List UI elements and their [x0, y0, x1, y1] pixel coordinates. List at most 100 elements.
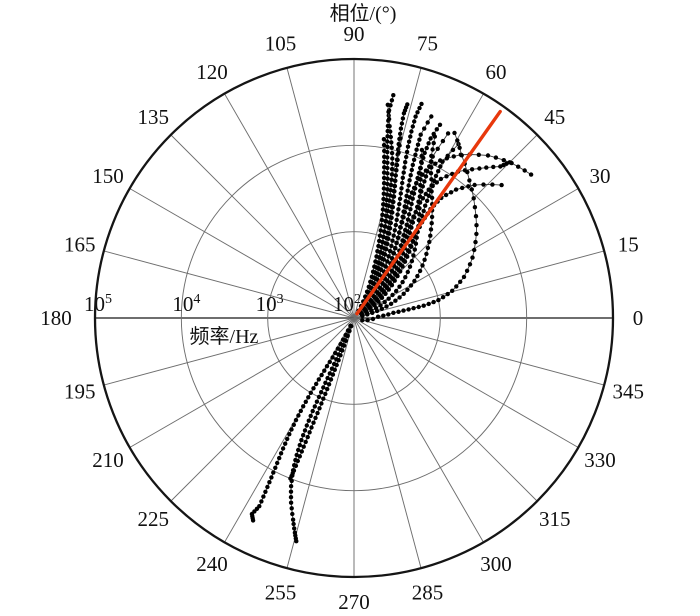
data-point — [424, 251, 429, 257]
data-point — [428, 171, 434, 176]
data-point — [415, 110, 420, 115]
data-point — [385, 176, 390, 181]
data-point — [287, 432, 292, 437]
series-line — [358, 139, 385, 311]
data-point — [385, 171, 390, 176]
data-point — [290, 511, 295, 517]
data-point — [265, 484, 270, 490]
data-point — [390, 269, 395, 274]
data-point — [516, 164, 521, 169]
data-point — [419, 159, 424, 165]
data-point — [319, 390, 324, 395]
series-line — [289, 326, 352, 479]
data-point — [465, 169, 470, 175]
data-point — [431, 299, 436, 305]
data-point — [304, 423, 309, 428]
angle-spoke — [353, 317, 605, 386]
angle-tick-label: 315 — [539, 507, 571, 531]
data-point — [415, 273, 420, 279]
data-point — [378, 261, 383, 266]
data-point — [393, 272, 398, 277]
data-point — [419, 147, 425, 153]
data-point — [389, 177, 394, 182]
data-point — [419, 101, 424, 107]
data-point — [382, 165, 387, 170]
data-point — [397, 284, 402, 289]
data-point — [414, 181, 419, 186]
data-point — [410, 162, 415, 168]
series-line — [360, 116, 432, 314]
data-point — [299, 449, 304, 454]
data-point — [412, 278, 417, 284]
data-point — [390, 276, 396, 282]
grid-circle — [180, 144, 528, 492]
data-point — [409, 167, 414, 173]
data-point — [429, 183, 434, 188]
data-point — [425, 245, 431, 251]
data-point — [405, 287, 410, 292]
data-point — [474, 231, 479, 237]
red-reference-line — [355, 109, 502, 316]
angle-spoke — [286, 67, 355, 319]
series-line — [290, 325, 352, 542]
data-point — [397, 295, 402, 300]
data-point — [429, 214, 435, 220]
data-point — [312, 404, 317, 409]
data-point — [405, 217, 411, 222]
data-point — [398, 131, 403, 136]
angle-tick-label: 15 — [618, 233, 639, 257]
data-point — [293, 417, 299, 423]
data-point — [459, 153, 464, 158]
data-point — [490, 182, 495, 187]
data-point — [438, 176, 444, 182]
data-point — [376, 243, 381, 249]
data-point — [405, 269, 410, 275]
data-point — [418, 132, 423, 137]
data-point — [431, 140, 436, 146]
data-point — [381, 142, 387, 148]
data-point — [426, 301, 431, 307]
radial-tick-label: 104 — [172, 292, 200, 316]
data-point — [421, 208, 426, 214]
data-point — [347, 328, 352, 334]
data-point — [250, 518, 256, 523]
data-point — [445, 291, 450, 297]
data-point — [311, 420, 316, 425]
data-point — [396, 309, 401, 314]
data-point — [399, 186, 404, 191]
data-point — [385, 102, 390, 108]
data-point — [307, 430, 312, 435]
data-point — [390, 238, 395, 243]
data-point — [437, 122, 443, 128]
angle-tick-label: 195 — [64, 380, 96, 404]
data-point — [397, 196, 403, 201]
data-point — [401, 215, 406, 220]
data-point — [390, 292, 395, 298]
data-point — [379, 217, 385, 223]
data-point — [411, 214, 416, 219]
data-point — [309, 425, 314, 430]
data-point — [405, 229, 410, 234]
data-point — [409, 219, 414, 224]
data-point — [421, 303, 426, 308]
data-point — [403, 160, 408, 165]
data-point — [370, 316, 376, 322]
data-point — [419, 153, 424, 159]
data-point — [298, 408, 303, 414]
data-point — [405, 144, 411, 149]
data-point — [380, 207, 386, 212]
data-point — [395, 212, 400, 217]
data-point — [400, 180, 405, 186]
data-point — [381, 186, 387, 191]
data-point — [293, 463, 299, 468]
data-point — [458, 279, 463, 284]
data-point — [407, 264, 413, 269]
data-point — [440, 138, 446, 144]
data-point — [422, 150, 427, 156]
data-point — [471, 196, 476, 201]
data-point — [398, 126, 404, 131]
polar-grid — [93, 57, 615, 579]
data-point — [315, 410, 320, 416]
data-point — [411, 253, 416, 258]
data-point — [391, 188, 396, 194]
